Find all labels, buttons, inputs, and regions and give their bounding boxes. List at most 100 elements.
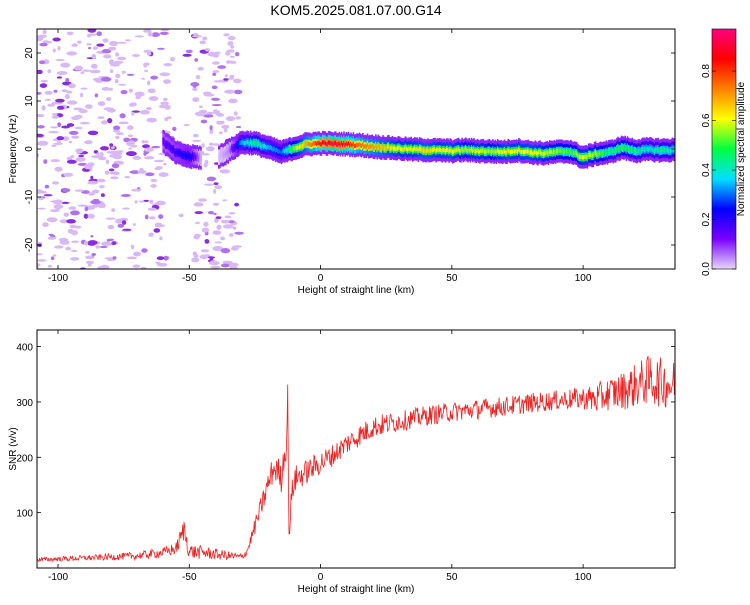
noise-blob [165,256,169,260]
noise-blob [206,176,217,182]
noise-blob [105,217,116,220]
noise-blob [228,220,235,224]
signal-cell [482,148,485,153]
noise-blob [158,172,169,178]
signal-cell [648,147,650,152]
signal-cell [447,147,449,152]
noise-blob [192,32,198,36]
noise-blob [73,107,84,111]
signal-cell [533,150,535,156]
signal-cell [428,148,430,154]
signal-cell [329,140,331,145]
noise-blob [147,207,157,211]
noise-blob [148,96,159,101]
noise-blob [159,104,166,109]
signal-cell [395,146,397,152]
signal-cell [429,148,431,153]
signal-cell [259,142,261,147]
x-tick-label: 50 [446,273,458,284]
signal-cell [663,147,665,152]
noise-blob [212,230,222,235]
signal-cell [233,146,235,151]
noise-blob [48,130,59,134]
noise-blob [110,151,114,154]
noise-blob [134,91,145,97]
noise-blob [128,147,132,150]
signal-cell [320,142,323,147]
signal-cell [280,150,283,155]
noise-blob [185,49,193,54]
noise-blob [223,128,228,133]
noise-blob [37,253,43,256]
signal-cell [415,147,417,152]
noise-blob [141,248,148,253]
noise-blob [221,120,225,124]
signal-cell [645,146,648,151]
noise-blob [52,48,56,53]
noise-blob [43,159,48,165]
noise-blob [170,57,175,62]
noise-blob [211,104,222,106]
signal-cell [568,150,571,155]
noise-blob [97,203,107,209]
noise-blob [111,163,120,169]
signal-cell [494,149,496,154]
signal-cell [297,145,299,150]
noise-blob [147,32,154,37]
noise-blob [87,33,97,36]
signal-cell [412,147,415,152]
signal-cell [502,149,505,154]
noise-blob [50,159,60,163]
signal-cell [508,149,511,154]
noise-blob [116,162,124,165]
noise-blob [40,79,48,83]
noise-blob [228,262,239,267]
noise-blob [120,90,128,95]
noise-blob [90,175,94,180]
signal-cell [238,142,240,147]
signal-cell [472,148,474,153]
noise-blob [52,142,64,145]
signal-cell [470,147,473,152]
noise-blob [97,101,106,107]
noise-blob [87,162,95,167]
noise-blob [159,31,169,35]
signal-cell [503,149,506,154]
signal-cell [640,147,643,153]
signal-cell [661,148,663,153]
signal-cell [562,150,565,155]
signal-cell [399,146,402,152]
noise-blob [115,135,120,140]
noise-blob [122,228,132,231]
noise-blob [191,35,203,38]
noise-blob [131,188,142,192]
signal-cell [314,140,317,146]
noise-blob [144,69,149,73]
noise-blob [150,75,159,80]
noise-blob [106,108,116,113]
noise-blob [144,140,149,144]
signal-cell [336,142,338,147]
noise-blob [203,91,212,95]
noise-blob [203,221,209,227]
noise-blob [148,232,154,237]
signal-cell [644,147,647,152]
noise-blob [100,76,112,82]
signal-cell [390,146,393,151]
noise-blob [90,63,98,69]
signal-cell [531,150,533,155]
noise-blob [212,72,217,77]
noise-blob [149,199,154,204]
noise-blob [51,115,60,119]
noise-blob [87,240,98,246]
signal-cell [223,151,226,157]
noise-blob [109,143,114,147]
signal-cell [631,147,634,152]
noise-blob [50,126,59,129]
signal-cell [662,147,664,153]
signal-cell [164,142,167,147]
signal-cell [184,153,187,158]
noise-blob [163,62,173,67]
signal-cell [306,141,309,147]
signal-cell [587,152,590,158]
